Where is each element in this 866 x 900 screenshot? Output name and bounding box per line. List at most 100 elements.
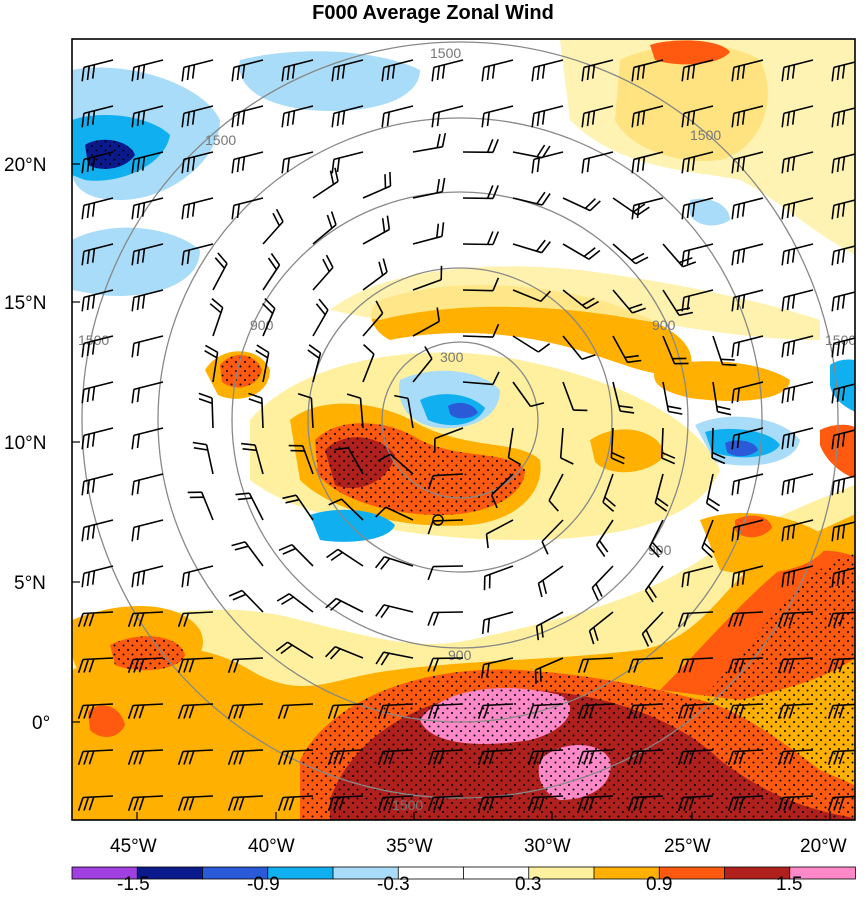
wind-barb — [654, 473, 669, 512]
wind-barb — [462, 139, 499, 154]
wind-barb — [477, 795, 514, 812]
wind-barb — [534, 657, 564, 684]
blue-w-light — [72, 227, 200, 296]
wind-barb — [831, 337, 855, 358]
wind-barb — [227, 657, 264, 674]
wind-barb — [427, 657, 464, 672]
wind-barb — [731, 243, 764, 266]
wind-barb — [627, 795, 664, 812]
lat-label-20n: 20°N — [4, 155, 46, 176]
wind-barb — [187, 491, 214, 521]
wind-barb — [677, 611, 714, 628]
wind-barb — [681, 243, 714, 266]
wind-barb — [181, 151, 214, 174]
wind-barb — [831, 199, 855, 220]
wind-barb — [631, 151, 664, 174]
wind-barb — [831, 475, 855, 496]
wind-barb — [627, 703, 664, 720]
wind-barb — [212, 252, 228, 291]
wind-barb — [331, 59, 364, 82]
wind-barb — [312, 298, 329, 337]
red-patch-0n — [88, 705, 125, 737]
wind-barb — [327, 703, 364, 720]
wind-barb — [77, 795, 114, 812]
wind-barb — [831, 429, 855, 450]
wind-barb — [537, 565, 564, 598]
wind-barb — [377, 453, 414, 475]
wind-barb — [312, 254, 334, 291]
wind-barb — [831, 61, 855, 82]
wind-barb — [227, 703, 264, 720]
wind-barb — [198, 392, 214, 429]
orange-east-8n — [590, 429, 665, 473]
wind-barb — [831, 383, 855, 404]
wind-barb — [433, 427, 464, 453]
wind-barb — [277, 703, 314, 720]
stipple-south — [300, 552, 855, 820]
stipple-central — [315, 423, 525, 515]
wind-barb — [705, 473, 721, 512]
wind-barb — [481, 105, 514, 128]
wind-barb — [701, 519, 715, 558]
range-ring-labels: 300 900 900 900 900 1500 1500 1500 1500 … — [78, 45, 855, 813]
wind-barb — [781, 381, 814, 404]
ring-label-1500-n: 1500 — [430, 45, 461, 61]
lon-label-20w: 20°W — [800, 836, 847, 857]
wind-barb — [781, 427, 814, 450]
wind-barb — [231, 151, 264, 174]
wind-barb — [81, 335, 114, 358]
wind-barb — [77, 749, 114, 766]
wind-barb — [131, 289, 164, 312]
wind-barb — [181, 243, 214, 266]
wind-barb — [394, 394, 414, 429]
wind-barb — [512, 289, 551, 303]
wind-barb — [777, 749, 814, 766]
wind-barb — [77, 611, 114, 628]
wind-barb — [588, 611, 614, 645]
wind-barb — [648, 519, 664, 558]
wind-barb — [131, 473, 164, 496]
wind-barb — [562, 381, 588, 412]
lon-label-45w: 45°W — [110, 836, 157, 857]
wind-barb — [727, 611, 764, 628]
wind-barb — [127, 611, 164, 628]
lon-label-25w: 25°W — [664, 836, 711, 857]
wind-barb — [581, 151, 614, 174]
wind-barb — [177, 749, 214, 766]
wind-barb — [781, 335, 814, 358]
wind-barb — [81, 105, 114, 128]
wind-barb — [577, 657, 614, 674]
wind-barb — [831, 245, 855, 266]
latitude-labels: 20°N 15°N 10°N 5°N 0° — [4, 155, 50, 734]
wind-barb — [297, 392, 314, 429]
wind-barb — [375, 651, 414, 666]
wind-barb — [777, 795, 814, 812]
wind-barb — [512, 335, 551, 353]
wind-barb — [412, 222, 445, 245]
wind-barb — [278, 543, 314, 567]
wind-barb — [631, 105, 664, 128]
wind-barb — [181, 105, 214, 128]
wind-barb — [781, 473, 814, 496]
wind-barb — [827, 611, 855, 628]
wind-barb — [562, 289, 600, 310]
wind-barb — [81, 381, 114, 404]
wind-barb — [431, 59, 464, 82]
wind-barb — [731, 565, 764, 588]
wind-barb — [627, 749, 664, 766]
wind-barb — [228, 589, 264, 613]
range-rings — [81, 41, 839, 799]
wind-barb — [377, 795, 414, 812]
wind-barb — [662, 335, 689, 365]
wind-barb — [481, 611, 514, 634]
wind-barb — [827, 795, 855, 812]
field-layer: 300 900 900 900 900 1500 1500 1500 1500 … — [72, 39, 855, 820]
wind-barb — [412, 307, 440, 337]
plot-frame — [71, 38, 856, 821]
wind-barb — [831, 153, 855, 174]
blue-center-dark — [448, 402, 478, 419]
wind-barb — [131, 151, 164, 174]
lon-label-35w: 35°W — [386, 836, 433, 857]
wind-barb — [681, 197, 714, 220]
wind-barb — [559, 427, 574, 465]
